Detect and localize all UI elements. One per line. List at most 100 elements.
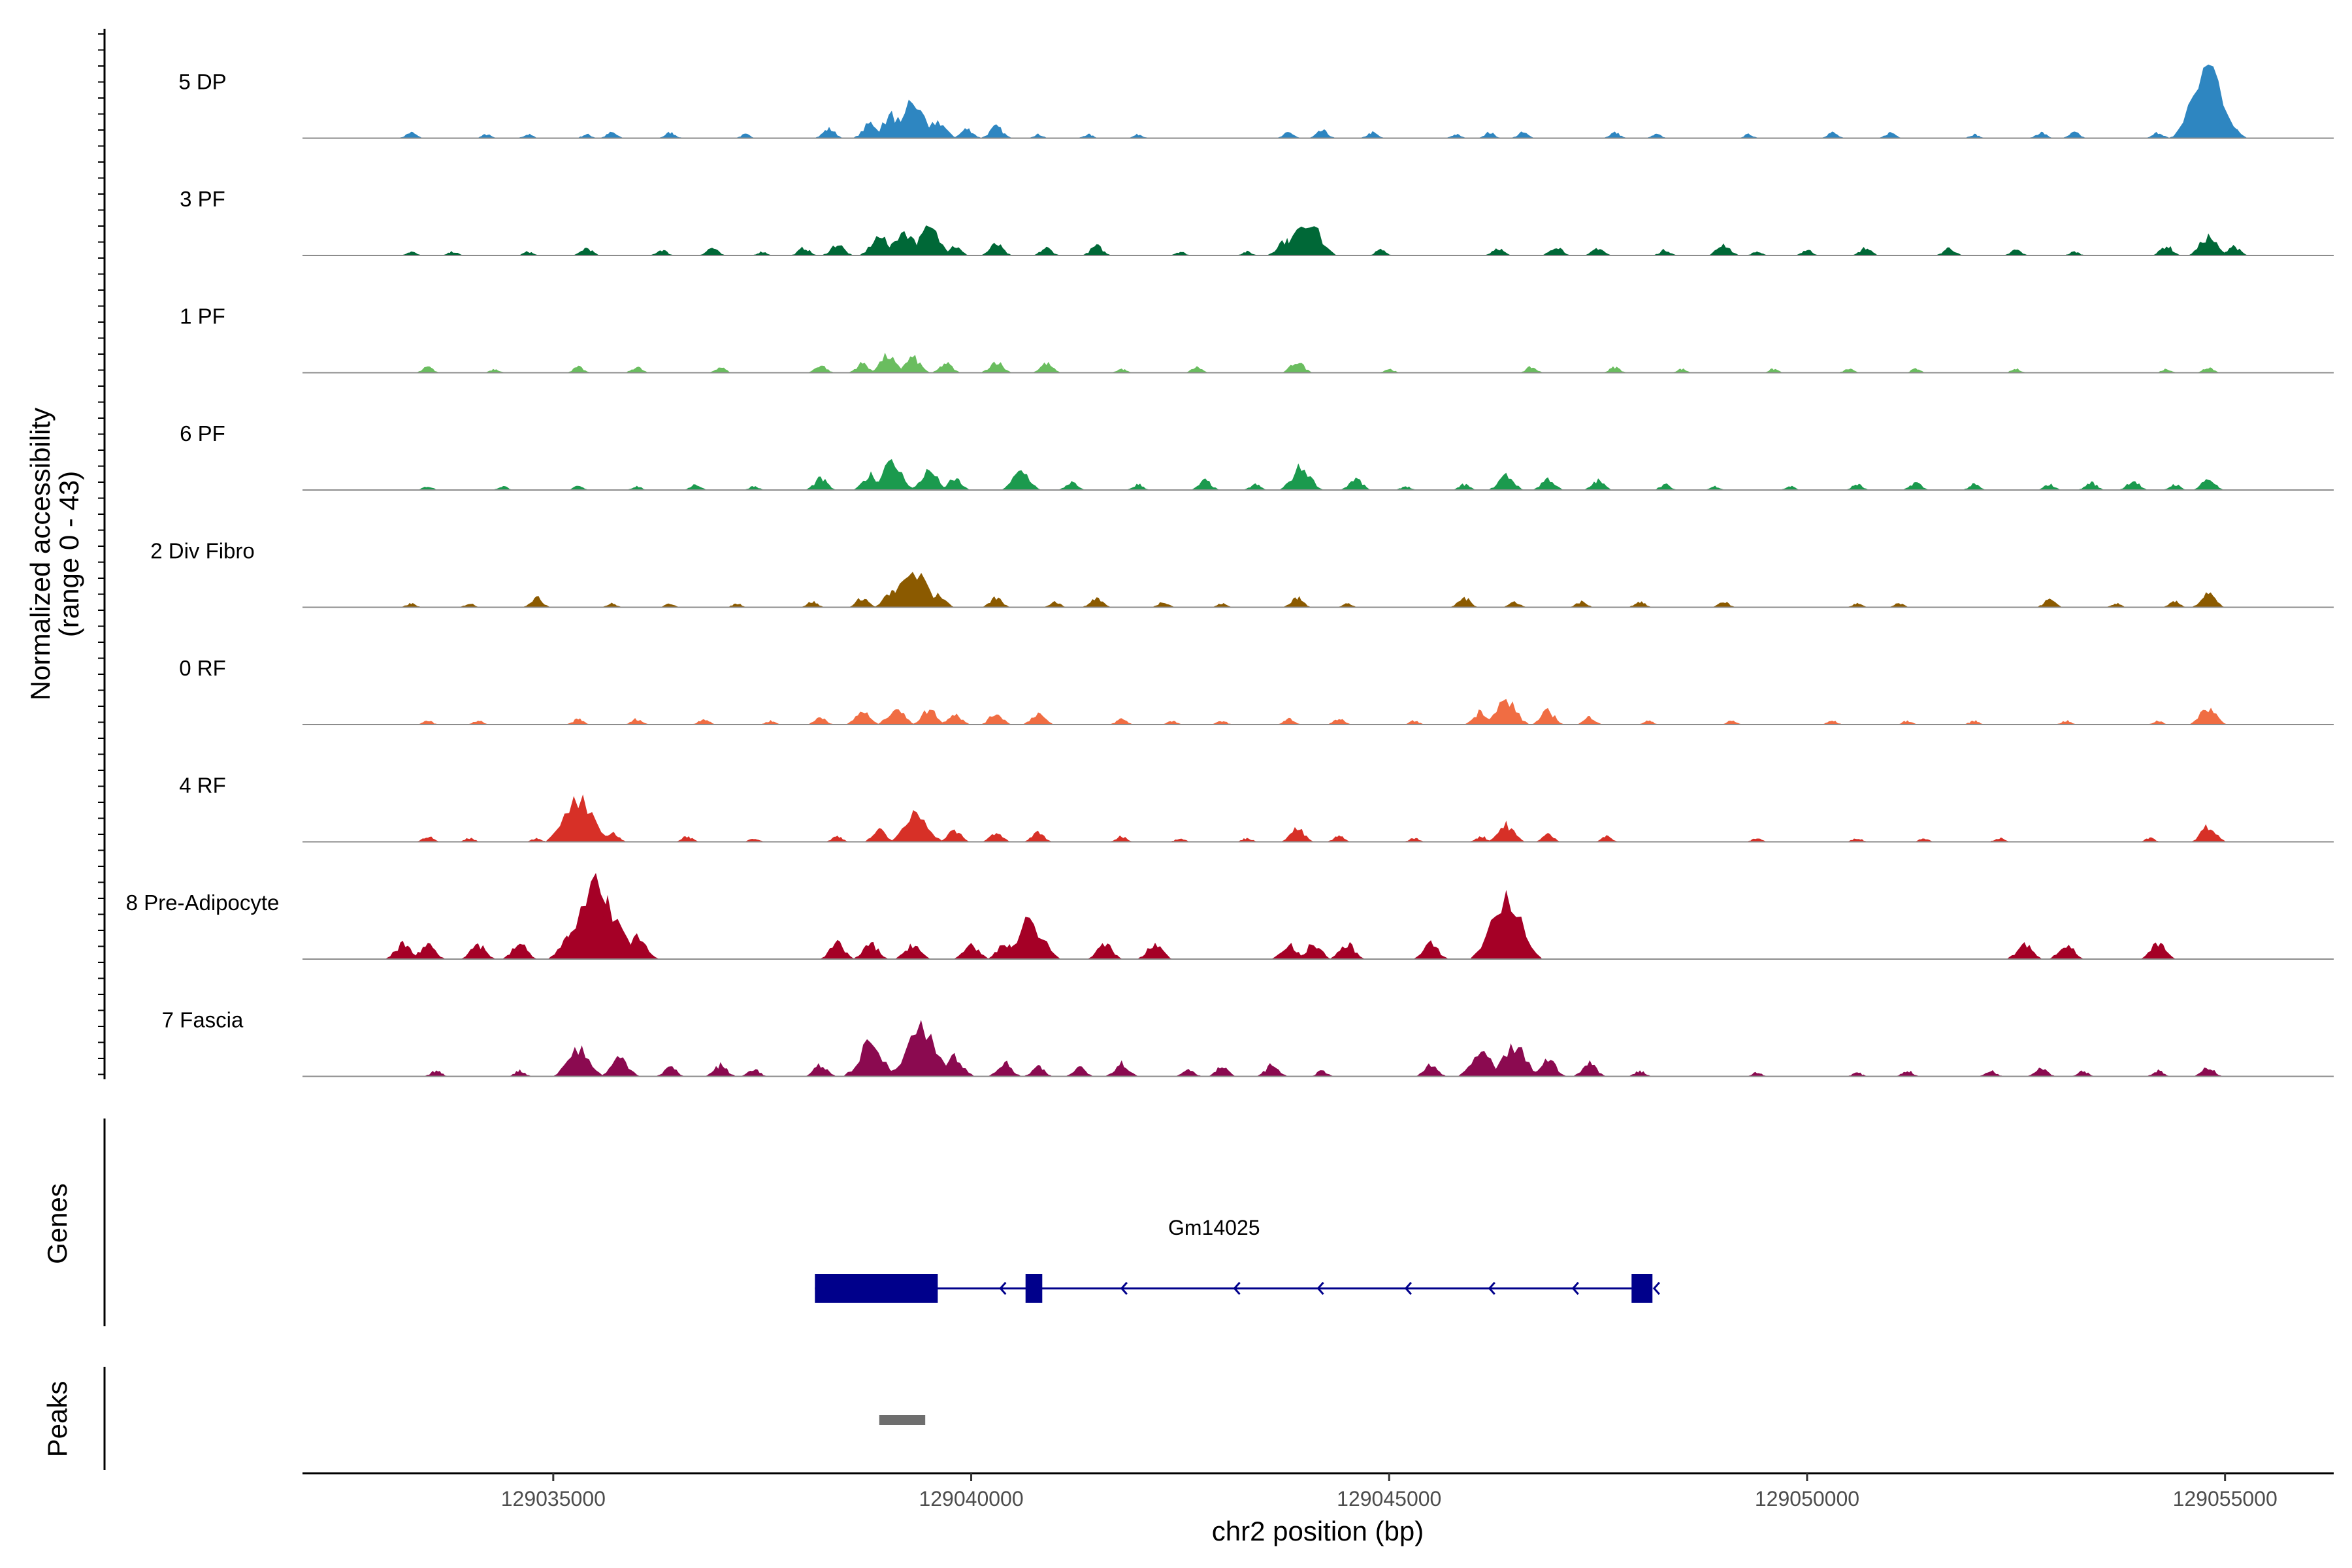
coverage-peak — [868, 459, 916, 490]
coverage-peak — [1645, 133, 1668, 139]
coverage-peak — [909, 468, 949, 490]
coverage-peak — [2191, 592, 2225, 608]
track-label: 1 PF — [180, 304, 225, 329]
coverage-peak — [864, 828, 895, 842]
track-label: 0 RF — [179, 656, 226, 680]
strand-arrow — [1120, 1282, 1128, 1295]
coverage-peak — [1652, 248, 1678, 255]
track-label: 4 RF — [179, 774, 226, 798]
coverage-peak — [1276, 717, 1301, 725]
strand-arrow — [1233, 1282, 1241, 1295]
coverage-peak — [442, 251, 465, 255]
track-3-pf: 3 PF — [180, 187, 2334, 256]
coverage-peak — [1529, 1058, 1567, 1077]
coverage-peak — [1127, 133, 1150, 139]
x-tick-label: 129050000 — [1755, 1487, 1859, 1511]
coverage-peak — [895, 355, 930, 373]
coverage-peak — [1276, 132, 1301, 139]
coverage-peak — [655, 1066, 685, 1077]
coverage-peak — [1846, 1072, 1869, 1077]
coverage-peak — [939, 478, 970, 490]
x-tick-label: 129045000 — [1337, 1487, 1441, 1511]
coverage-peak — [815, 127, 843, 139]
coverage-peak — [883, 572, 943, 608]
coverage-peak — [791, 246, 818, 255]
coverage-peak — [1109, 835, 1134, 842]
coverage-peak — [919, 120, 956, 139]
coverage-peak — [573, 248, 600, 255]
coverage-peak — [1281, 826, 1314, 842]
coverage-peak — [2191, 824, 2226, 842]
coverage-tracks: 5 DP 3 PF 1 PF 6 PF 2 Div Fibro 0 RF 4 RF 8 Pre… — [126, 64, 2334, 1077]
coverage-peak — [1326, 835, 1352, 842]
coverage-peak — [625, 718, 649, 725]
coverage-peak — [400, 251, 423, 255]
coverage-peak — [2146, 1069, 2171, 1077]
coverage-peak — [1211, 603, 1233, 608]
coverage-y-ticks — [98, 33, 105, 1075]
coverage-peak — [1279, 463, 1324, 490]
coverage-peak — [1471, 890, 1542, 959]
strand-arrow — [1652, 1282, 1660, 1295]
coverage-peak — [525, 838, 548, 842]
coverage-peak — [1023, 830, 1053, 842]
coverage-peak — [1887, 603, 1910, 608]
coverage-peak — [1573, 1060, 1607, 1077]
coverage-peak — [475, 134, 498, 139]
coverage-peak — [807, 365, 834, 373]
coverage-peak — [2070, 1070, 2095, 1077]
coverage-peak — [1413, 940, 1448, 959]
coverage-peak — [1627, 601, 1652, 608]
coverage-peak — [1795, 250, 1820, 255]
x-axis-ticks: 129035000 129040000 129045000 129050000 1290… — [501, 1473, 2278, 1511]
gene-exon — [1631, 1274, 1653, 1303]
coverage-peak — [848, 361, 877, 373]
coverage-peak — [1720, 721, 1743, 725]
coverage-peak — [981, 242, 1012, 255]
coverage-peak — [1282, 596, 1312, 608]
coverage-peak — [1895, 1070, 1920, 1077]
gene-exon — [815, 1274, 938, 1303]
coverage-peak — [2219, 244, 2248, 255]
coverage-peak — [649, 250, 674, 255]
gene-annotation-track: Gm14025 — [815, 1216, 1660, 1303]
coverage-peak — [553, 1045, 604, 1077]
coverage-peak — [1846, 838, 1869, 842]
coverage-peak — [843, 1039, 898, 1077]
gene-gm14025: Gm14025 — [815, 1216, 1660, 1303]
coverage-peak — [1576, 716, 1603, 725]
coverage-peak — [615, 933, 659, 959]
track-5-dp: 5 DP — [178, 64, 2334, 139]
coverage-peak — [600, 602, 623, 608]
coverage-peak — [981, 596, 1011, 608]
coverage-peak — [1483, 698, 1529, 725]
coverage-peak — [1360, 131, 1385, 139]
coverage-peak — [1746, 251, 1769, 255]
coverage-peak — [466, 721, 489, 725]
coverage-peak — [2196, 367, 2221, 373]
coverage-peak — [1026, 133, 1050, 139]
coverage-peak — [1000, 917, 1060, 959]
coverage-peak — [825, 836, 850, 842]
coverage-peak — [1256, 1063, 1288, 1077]
coverage-peak — [2147, 720, 2170, 725]
coverage-peak — [1458, 1051, 1504, 1077]
coverage-peak — [1912, 838, 1936, 842]
coverage-peak — [1704, 485, 1727, 490]
coverage-peak — [2078, 481, 2105, 490]
coverage-peak — [939, 713, 970, 725]
track-2-div-fibro: 2 Div Fibro — [150, 539, 2334, 608]
coverage-peak — [517, 133, 540, 139]
coverage-peak — [1846, 602, 1869, 608]
coverage-peak — [1904, 368, 1927, 373]
coverage-peak — [1878, 132, 1903, 139]
strand-arrow — [1488, 1282, 1495, 1295]
coverage-peak — [2194, 1068, 2223, 1077]
coverage-peak — [1820, 131, 1845, 139]
coverage-peak — [1023, 1065, 1053, 1077]
coverage-peak — [507, 1069, 532, 1077]
coverage-peak — [416, 836, 440, 842]
coverage-peak — [1488, 1043, 1541, 1077]
coverage-peak — [1936, 247, 1963, 255]
